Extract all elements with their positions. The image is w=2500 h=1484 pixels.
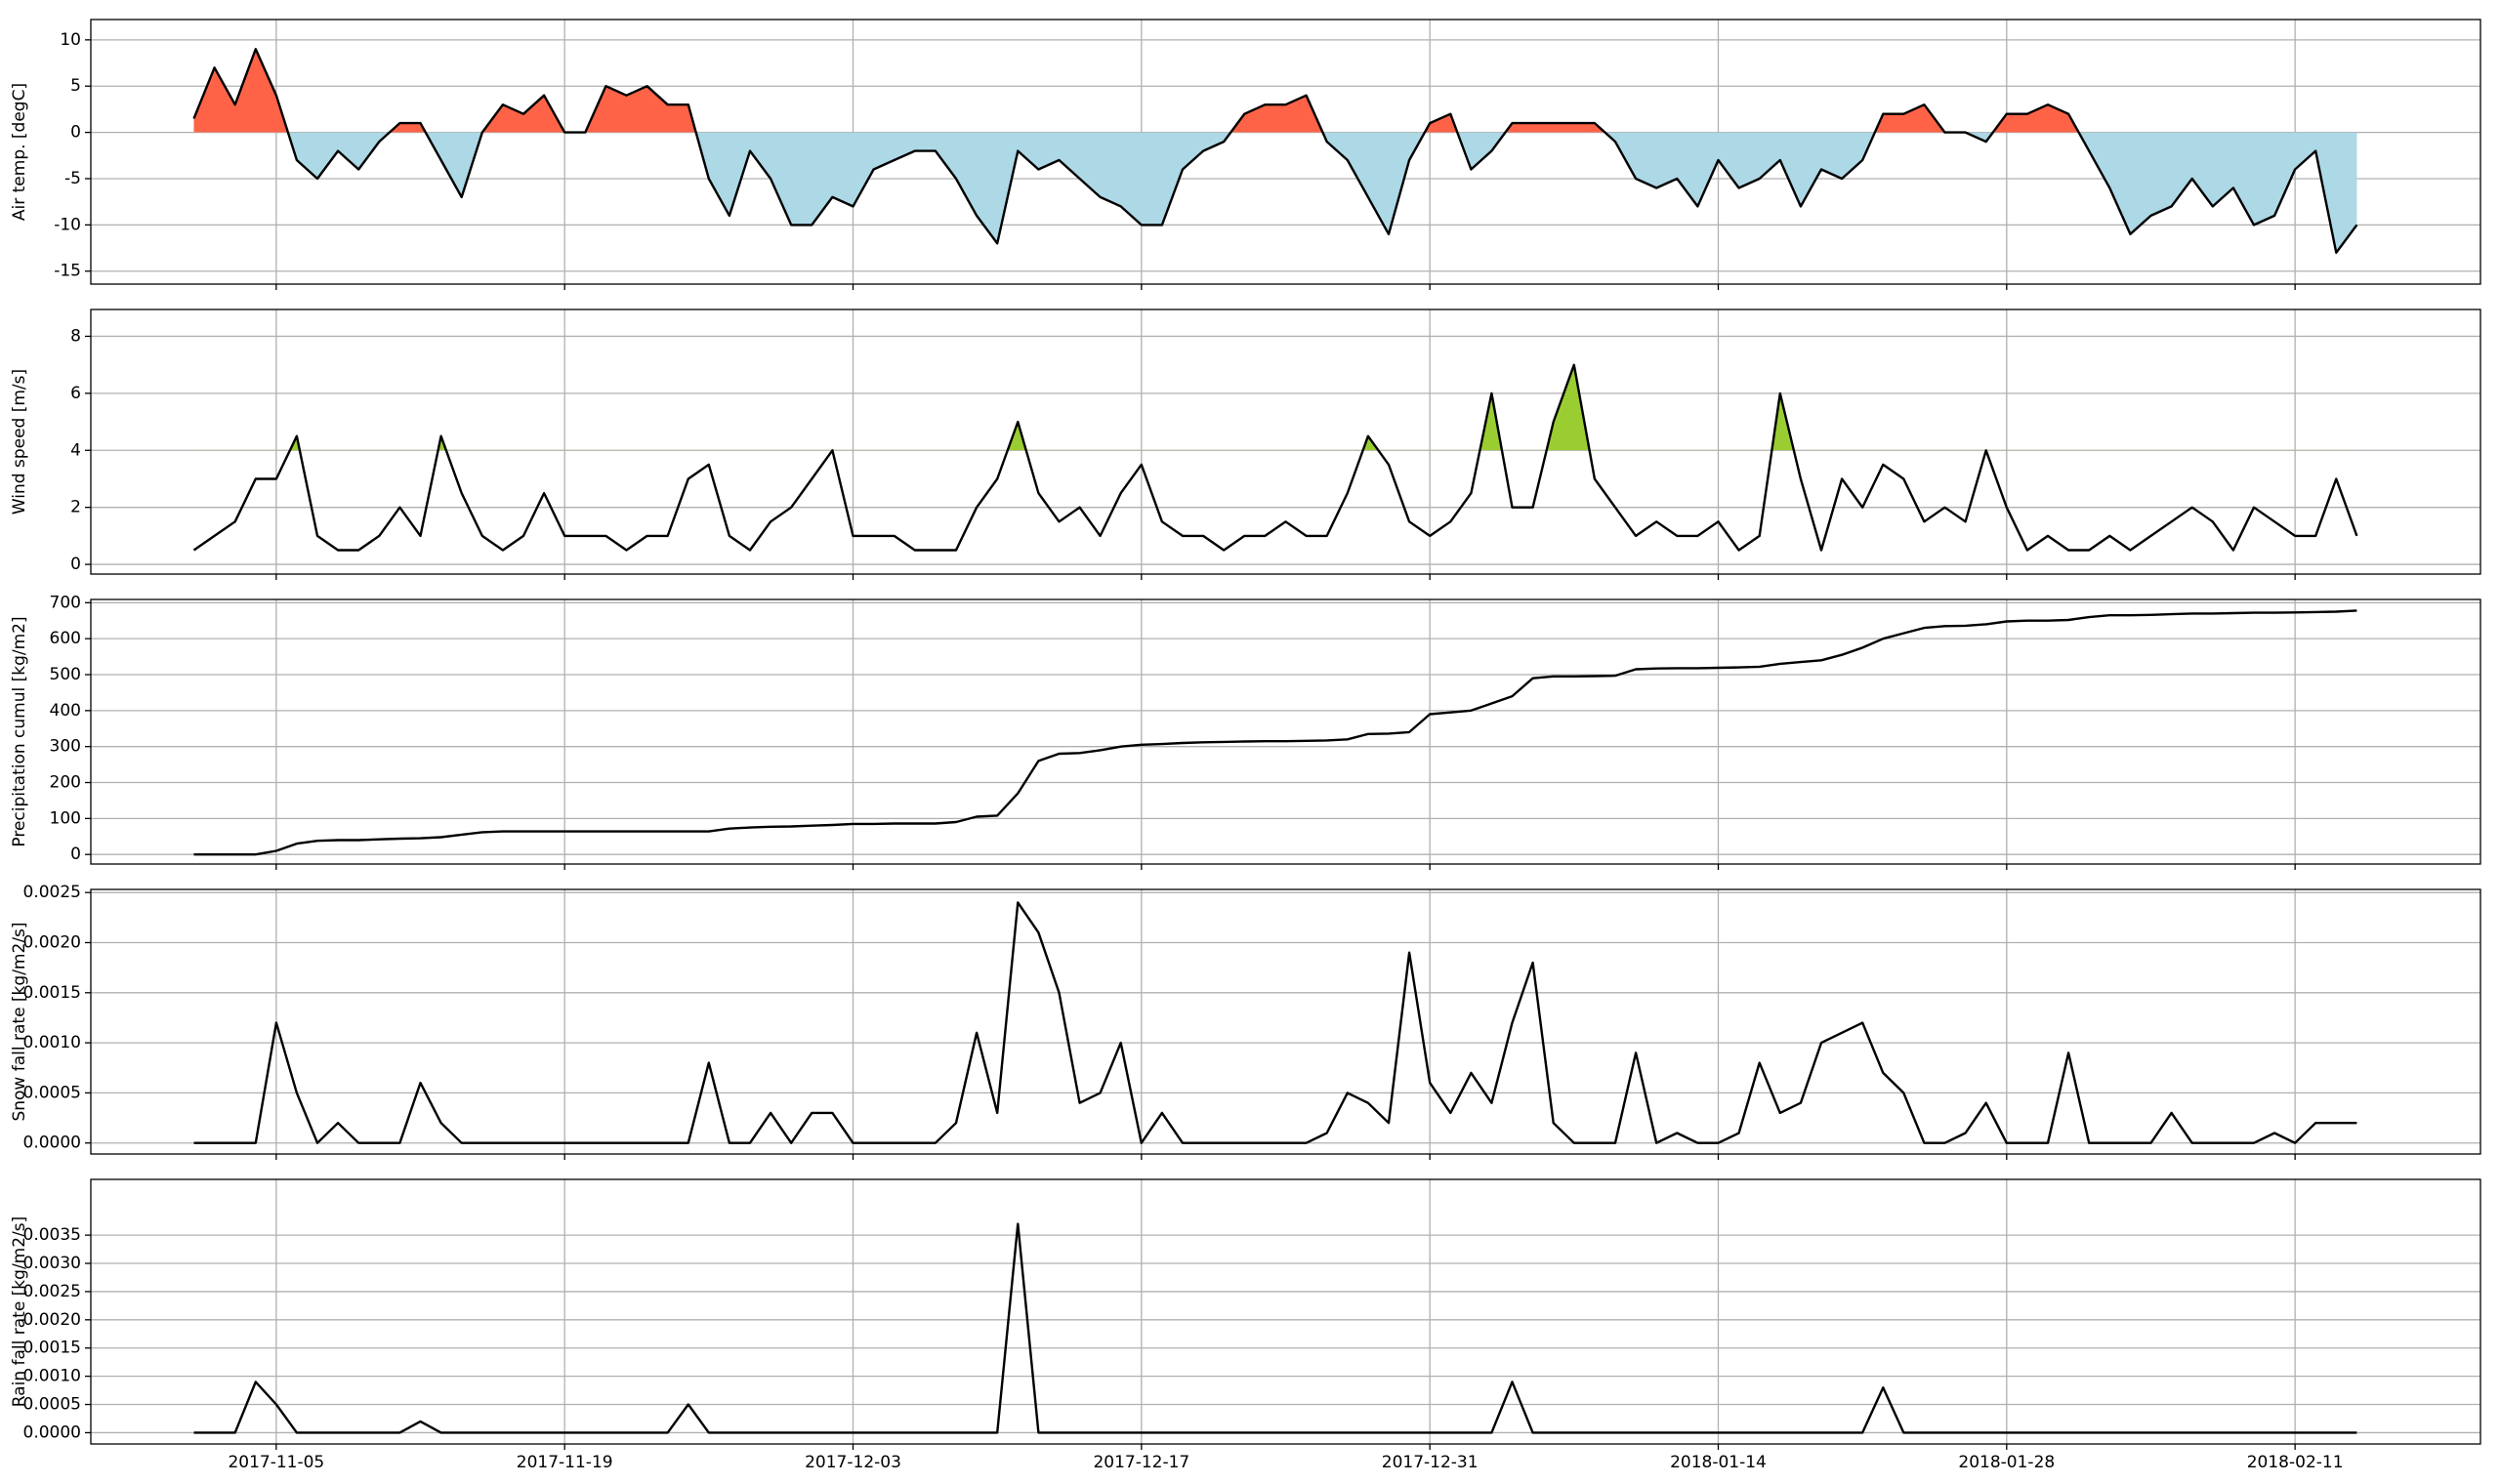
y-tick-label: 200 — [50, 773, 81, 793]
y-tick-label: 0.0010 — [23, 1033, 81, 1052]
x-tick-label: 2018-01-14 — [1670, 1453, 1767, 1472]
y-tick-label: 0 — [70, 845, 81, 864]
y-tick-label: 4 — [70, 440, 81, 460]
line — [193, 1222, 2357, 1434]
x-tick-label: 2017-11-19 — [517, 1453, 613, 1472]
x-tick-label: 2017-12-17 — [1093, 1453, 1189, 1472]
y-tick-label: 0.0035 — [23, 1225, 81, 1245]
y-axis-label: Wind speed [m/s] — [10, 369, 29, 515]
y-tick-label: 0.0015 — [23, 1339, 81, 1358]
y-tick-label: 300 — [50, 737, 81, 757]
y-tick-label: 0 — [70, 123, 81, 143]
y-axis-label: Snow fall rate [kg/m2/s] — [10, 922, 29, 1121]
y-tick-label: 0.0025 — [23, 1282, 81, 1301]
y-axis-label: Rain fall rate [kg/m2/s] — [10, 1216, 29, 1408]
y-tick-label: 0.0005 — [23, 1083, 81, 1102]
y-tick-label: 700 — [50, 593, 81, 612]
y-tick-label: 600 — [50, 629, 81, 648]
x-tick-label: 2018-02-11 — [2247, 1453, 2344, 1472]
y-tick-label: 0.0025 — [23, 883, 81, 902]
x-tick-label: 2018-01-28 — [1958, 1453, 2055, 1472]
y-tick-label: 0.0020 — [23, 1310, 81, 1330]
y-tick-label: -10 — [54, 215, 81, 234]
y-tick-label: 2 — [70, 498, 81, 517]
line — [193, 609, 2357, 856]
y-axis-label: Air temp. [degC] — [10, 83, 29, 221]
line — [193, 901, 2357, 1144]
line — [192, 48, 2358, 254]
y-tick-label: 0.0020 — [23, 932, 81, 952]
y-tick-label: 0.0005 — [23, 1395, 81, 1415]
area-fill — [193, 49, 2357, 133]
axes-frame — [90, 309, 2481, 575]
area-fill — [287, 132, 2357, 253]
axes-frame — [90, 598, 2481, 865]
y-tick-label: 100 — [50, 808, 81, 828]
area-fill — [289, 364, 1794, 451]
y-tick-label: 400 — [50, 701, 81, 721]
axes-frame — [90, 1178, 2481, 1445]
y-tick-label: 0.0000 — [23, 1422, 81, 1442]
y-tick-label: 0.0030 — [23, 1254, 81, 1273]
axes-frame — [90, 19, 2481, 285]
y-tick-label: -5 — [64, 169, 81, 188]
y-tick-label: 500 — [50, 665, 81, 684]
y-axis-label: Precipitation cumul [kg/m2] — [10, 616, 29, 846]
y-tick-label: 8 — [70, 326, 81, 346]
y-tick-label: 5 — [70, 76, 81, 96]
y-tick-label: 0.0010 — [23, 1367, 81, 1386]
x-tick-label: 2017-12-03 — [805, 1453, 901, 1472]
y-tick-label: 0 — [70, 555, 81, 574]
y-tick-label: 0.0015 — [23, 983, 81, 1003]
x-tick-label: 2017-12-31 — [1382, 1453, 1479, 1472]
line — [192, 363, 2358, 552]
y-tick-label: -15 — [54, 262, 81, 281]
y-tick-label: 0.0000 — [23, 1134, 81, 1153]
y-tick-label: 6 — [70, 384, 81, 403]
y-tick-label: 10 — [60, 30, 81, 50]
x-tick-label: 2017-11-05 — [228, 1453, 324, 1472]
axes-frame — [90, 888, 2481, 1155]
